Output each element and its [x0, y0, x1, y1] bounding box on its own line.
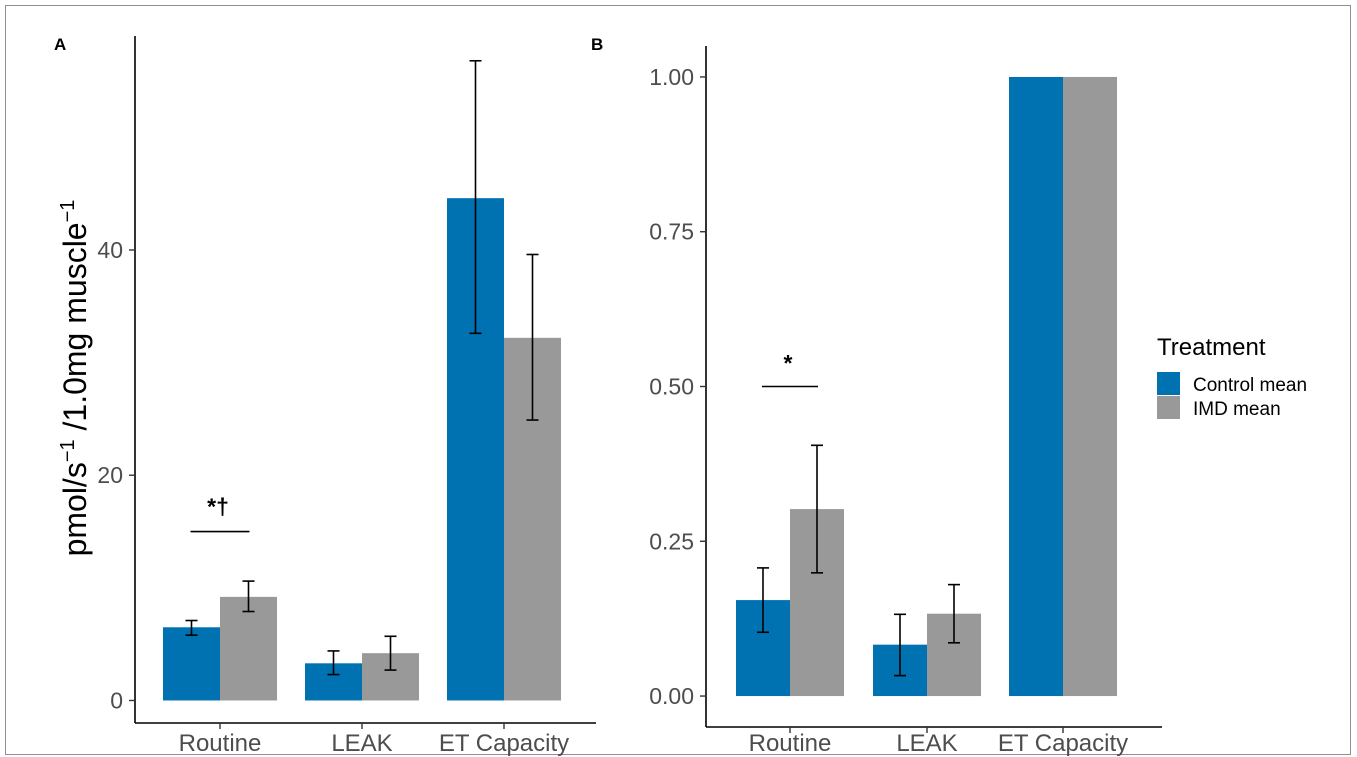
- ylabel-part-unit: pmol/s: [57, 462, 93, 556]
- y-tick-label: 0.50: [649, 374, 694, 400]
- bar-routine-control: [163, 627, 220, 701]
- y-tick-label: 1.00: [649, 64, 694, 90]
- x-tick-label: Routine: [749, 730, 832, 756]
- bar-routine-imd: [220, 596, 277, 701]
- y-tick-label: 0.75: [649, 219, 694, 245]
- legend-key-imd: [1157, 396, 1180, 419]
- panel-b-plot: * 0.00 0.25 0.50 0.75 1.00 Routine LEAK ET Capac…: [649, 46, 1162, 756]
- y-tick-label: 0: [110, 687, 123, 713]
- legend-key-control: [1157, 372, 1180, 395]
- y-tick-label: 0.25: [649, 528, 694, 554]
- chart-svg: A B pmol/s−1 /1.0mg muscle−1 Treatment C…: [54, 35, 1307, 756]
- panel-a-letter: A: [54, 35, 66, 54]
- x-tick-label: Routine: [179, 730, 262, 756]
- legend-title: Treatment: [1157, 334, 1266, 361]
- panel-a-y-axis-label: pmol/s−1 /1.0mg muscle−1: [57, 200, 93, 557]
- y-tick-label: 0.00: [649, 683, 694, 709]
- x-tick-label: LEAK: [331, 730, 392, 756]
- ylabel-part-exp1: −1: [57, 439, 79, 462]
- legend-label-imd: IMD mean: [1193, 399, 1281, 420]
- significance-label-0: *†: [207, 494, 229, 520]
- ylabel-part-mass: /1.0mg muscle: [57, 222, 93, 439]
- figure-container: A B pmol/s−1 /1.0mg muscle−1 Treatment C…: [5, 5, 1351, 756]
- significance-label-0: *: [784, 350, 793, 376]
- y-tick-label: 20: [97, 462, 123, 488]
- legend: Treatment Control mean IMD mean: [1157, 334, 1307, 420]
- x-tick-label: LEAK: [896, 730, 957, 756]
- ylabel-part-exp2: −1: [57, 200, 79, 223]
- bar-et-capacity-control: [1009, 76, 1063, 697]
- x-tick-label: ET Capacity: [998, 730, 1128, 756]
- legend-label-control: Control mean: [1193, 375, 1307, 396]
- x-tick-label: ET Capacity: [439, 730, 569, 756]
- panel-b-letter: B: [591, 35, 603, 54]
- y-tick-label: 40: [97, 237, 123, 263]
- panel-a-plot: *† 0 20 40 Routine LEAK ET Capacity: [97, 36, 596, 756]
- bar-et-capacity-imd: [1063, 76, 1117, 697]
